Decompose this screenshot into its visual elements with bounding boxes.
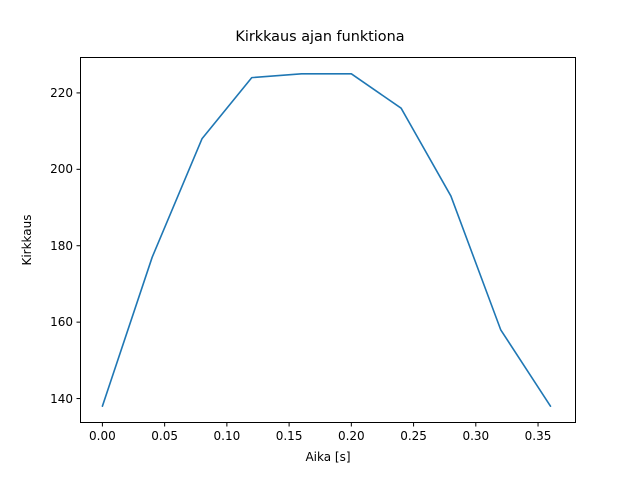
x-tick-label: 0.35: [524, 429, 552, 443]
data-series-line: [101, 73, 552, 407]
x-tick-label: 0.00: [89, 429, 116, 443]
y-tick-label: 220: [50, 85, 73, 100]
axes-spine-box: [80, 57, 576, 423]
x-tick-label: 0.05: [151, 429, 178, 443]
plot-axes: 0.00 0.05 0.10 0.15 0.20 0.25 0.30 0.35 140 160 1…: [50, 57, 576, 443]
x-tick-label: 0.20: [337, 429, 365, 443]
y-tick-label: 180: [50, 238, 73, 253]
x-tick-label: 0.15: [275, 429, 303, 443]
y-tick-label: 140: [50, 391, 73, 406]
x-tick-label: 0.25: [400, 429, 427, 443]
y-tick-label: 160: [50, 315, 73, 330]
y-tick-label: 200: [50, 162, 73, 177]
y-axis-label: Kirkkaus: [20, 214, 34, 266]
chart-title: Kirkkaus ajan funktiona: [235, 29, 405, 45]
x-tick-label: 0.30: [462, 429, 490, 443]
x-axis-label: Aika [s]: [305, 450, 351, 464]
plot-canvas: [80, 57, 576, 423]
x-tick-label: 0.10: [213, 429, 241, 443]
